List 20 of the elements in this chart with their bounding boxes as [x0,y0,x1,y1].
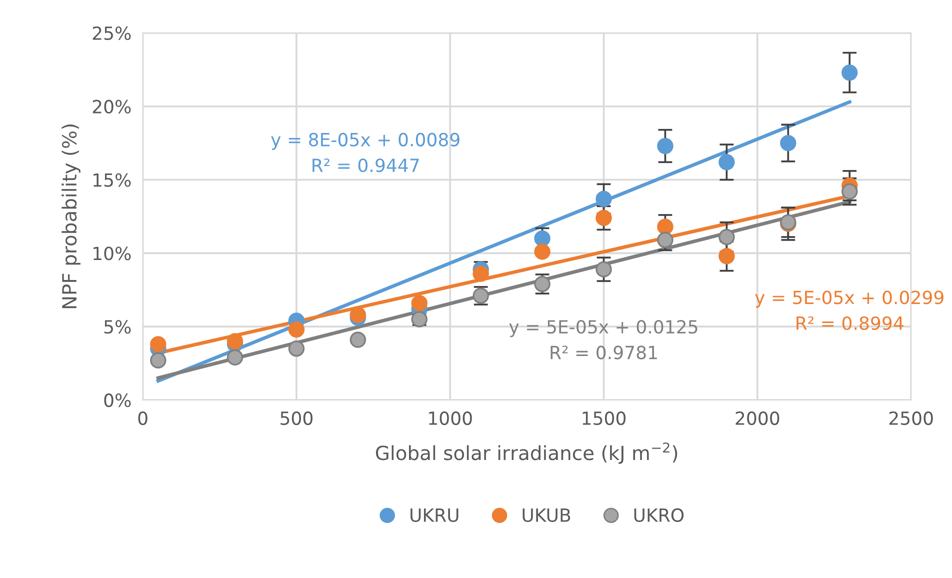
y-tick-label: 10% [94,246,131,260]
legend-label: UKRU [410,508,458,522]
x-tick-label: 2500 [889,411,933,426]
y-tick-label: 0% [104,393,131,408]
legend-label: UKRO [634,508,684,522]
x-tick-label: 0 [138,411,148,426]
annotation: y = 8E-05x + 0.0089 R² = 0.9447 [271,132,460,172]
x-axis-title: Global solar irradiance (kJ m$^{−2}$) [376,442,678,464]
x-tick-label: 1500 [582,411,626,426]
y-tick-label: 5% [104,320,131,334]
x-tick-label: 500 [280,411,312,426]
x-tick-label: 1000 [429,411,472,426]
legend-label: UKUB [522,508,570,522]
y-tick-label: 25% [92,26,131,40]
y-axis-title: NPF probability (%) [62,124,80,308]
annotation: y = 5E-05x + 0.0299 R² = 0.8994 [755,290,944,330]
annotation: y = 5E-05x + 0.0125 R² = 0.9781 [509,320,698,360]
x-tick-label: 2000 [736,411,780,426]
y-tick-label: 20% [92,100,131,114]
y-tick-label: 15% [94,173,131,187]
